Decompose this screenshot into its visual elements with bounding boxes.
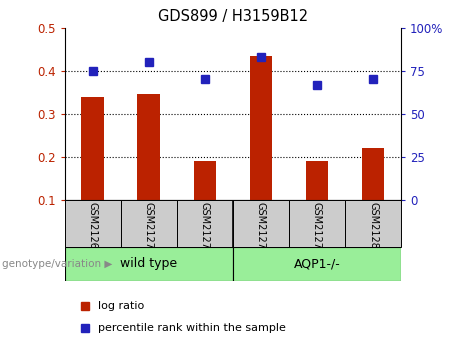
- Text: GSM21273: GSM21273: [312, 203, 322, 256]
- Bar: [65, 247, 233, 281]
- Text: GSM21266: GSM21266: [88, 203, 98, 255]
- Title: GDS899 / H3159B12: GDS899 / H3159B12: [158, 9, 308, 24]
- Bar: [121, 200, 177, 247]
- Text: percentile rank within the sample: percentile rank within the sample: [98, 323, 286, 333]
- Text: GSM21276: GSM21276: [144, 203, 154, 256]
- Text: AQP1-/-: AQP1-/-: [294, 257, 340, 270]
- Bar: [362, 148, 384, 200]
- Bar: [250, 56, 272, 200]
- Text: GSM21279: GSM21279: [200, 203, 210, 256]
- Bar: [306, 161, 328, 200]
- Bar: [289, 200, 345, 247]
- Text: wild type: wild type: [120, 257, 177, 270]
- Bar: [194, 161, 216, 200]
- Text: genotype/variation ▶: genotype/variation ▶: [2, 259, 112, 269]
- Bar: [233, 247, 401, 281]
- Text: log ratio: log ratio: [98, 301, 144, 311]
- Bar: [82, 97, 104, 200]
- Bar: [137, 95, 160, 200]
- Bar: [177, 200, 233, 247]
- Text: GSM21270: GSM21270: [256, 203, 266, 256]
- Bar: [233, 200, 289, 247]
- Text: GSM21282: GSM21282: [368, 203, 378, 256]
- Bar: [65, 200, 121, 247]
- Bar: [345, 200, 401, 247]
